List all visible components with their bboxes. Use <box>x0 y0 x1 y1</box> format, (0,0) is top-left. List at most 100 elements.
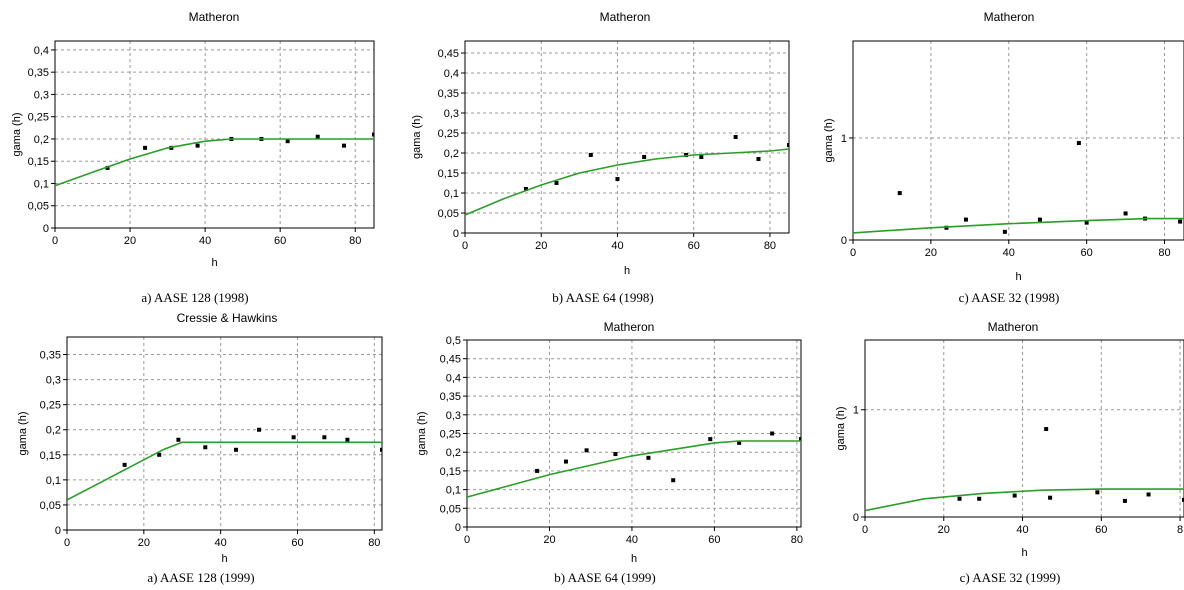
data-point <box>345 437 350 442</box>
data-point <box>1002 229 1007 234</box>
y-tick-label: 0,5 <box>446 335 461 347</box>
x-tick-label: 20 <box>535 240 547 252</box>
y-tick-label: 0,05 <box>28 201 49 213</box>
data-point <box>203 445 208 450</box>
chart-title: Matheron <box>988 320 1039 334</box>
y-tick-label: 0,1 <box>444 188 459 200</box>
data-point <box>613 452 618 457</box>
y-tick-label: 0,25 <box>40 400 61 412</box>
x-tick-label: 0 <box>462 240 468 252</box>
data-point <box>535 468 540 473</box>
y-tick-label: 0,15 <box>40 450 61 462</box>
data-point <box>563 459 568 464</box>
chart-panel-5: Matheron 0 20 40 60 80 0 0,05 0,1 0,15 0,2 0,25 0,3 0… <box>416 320 803 585</box>
data-point <box>195 143 200 148</box>
x-tick-label: 60 <box>291 537 303 549</box>
x-axis-label: h <box>624 265 630 277</box>
x-axis-label: h <box>1021 547 1027 559</box>
data-point <box>143 145 148 150</box>
x-tick-label: 20 <box>543 534 555 546</box>
y-tick-label: 0,4 <box>444 68 459 80</box>
y-tick-label: 0,4 <box>446 372 461 384</box>
x-tick-label: 40 <box>626 534 638 546</box>
plot-area <box>865 340 1184 517</box>
data-point <box>291 435 296 440</box>
x-tick-label: 40 <box>611 240 623 252</box>
plot-frame <box>864 339 1184 518</box>
data-point <box>523 187 528 191</box>
x-tick-label: 0 <box>52 235 58 247</box>
x-axis-label: h <box>221 553 227 565</box>
x-tick-label: 40 <box>199 235 211 247</box>
data-point <box>554 181 559 185</box>
y-tick-label: 0,35 <box>440 391 461 403</box>
y-axis-label: gama (h) <box>11 112 23 156</box>
y-tick-label: 0,35 <box>438 88 459 100</box>
data-point <box>646 455 651 460</box>
y-tick-label: 0,3 <box>446 410 461 422</box>
y-tick-label: 1 <box>853 405 859 417</box>
y-tick-label: 0 <box>841 235 847 247</box>
y-tick-label: 0,25 <box>440 429 461 441</box>
data-point <box>671 478 676 483</box>
data-point <box>1146 492 1151 497</box>
plot-area <box>67 337 382 530</box>
data-point <box>1095 490 1100 495</box>
data-point <box>1122 498 1127 503</box>
x-tick-label: 0 <box>64 537 70 549</box>
data-point <box>1084 220 1089 225</box>
model-curve <box>865 488 1184 512</box>
y-tick-label: 0,1 <box>34 178 49 190</box>
plot-area <box>55 41 374 228</box>
plot-area <box>853 41 1184 240</box>
chart-panel-3: Matheron 0 20 40 60 80 0 1 h gama (h) c) AASE 32 (… <box>823 10 1184 305</box>
y-tick-label: 0,3 <box>46 375 61 387</box>
data-point <box>257 427 262 432</box>
chart-caption: b) AASE 64 (1999) <box>554 570 655 585</box>
data-point <box>957 496 962 501</box>
data-point <box>770 431 775 436</box>
x-tick-label: 60 <box>708 534 720 546</box>
y-tick-label: 0,45 <box>440 354 461 366</box>
x-tick-label: 40 <box>1003 247 1015 259</box>
chart-panel-2: Matheron 0 20 40 60 80 0 0,05 0,1 0,15 0,2 0,25 0,3 0… <box>411 10 790 305</box>
data-point <box>372 132 374 137</box>
x-tick-label: 80 <box>791 534 803 546</box>
data-point <box>1182 497 1184 502</box>
x-axis-label: h <box>1015 271 1021 283</box>
data-point <box>105 165 110 170</box>
data-point <box>756 157 761 161</box>
chart-title: Matheron <box>600 10 651 24</box>
data-point <box>733 135 738 139</box>
y-axis-label: gama (h) <box>17 411 29 455</box>
chart-title: Matheron <box>189 10 240 24</box>
data-point <box>642 155 647 159</box>
y-tick-label: 1 <box>841 133 847 145</box>
plot-frame <box>66 336 383 531</box>
data-point <box>1048 495 1053 500</box>
model-curve <box>67 441 382 501</box>
data-point <box>285 139 290 144</box>
chart-caption: c) AASE 32 (1999) <box>960 570 1061 585</box>
data-point <box>1012 493 1017 498</box>
data-point <box>1178 219 1183 224</box>
y-tick-label: 0,05 <box>40 500 61 512</box>
y-tick-label: 0,35 <box>40 350 61 362</box>
y-tick-label: 0,4 <box>34 45 49 57</box>
y-tick-label: 0,05 <box>438 208 459 220</box>
model-curve <box>55 138 374 187</box>
y-tick-label: 0,2 <box>446 447 461 459</box>
x-tick-label: 80 <box>368 537 380 549</box>
data-point <box>588 153 593 157</box>
x-tick-label: 0 <box>862 524 868 536</box>
x-tick-label: 20 <box>925 247 937 259</box>
y-tick-label: 0,2 <box>46 425 61 437</box>
y-axis-label: gama (h) <box>835 406 847 450</box>
data-point <box>380 447 382 452</box>
plot-area <box>465 41 789 233</box>
x-tick-label: 60 <box>688 240 700 252</box>
y-tick-label: 0,1 <box>446 485 461 497</box>
y-tick-label: 0,3 <box>444 108 459 120</box>
x-tick-label: 20 <box>938 524 950 536</box>
y-tick-label: 0,15 <box>28 156 49 168</box>
